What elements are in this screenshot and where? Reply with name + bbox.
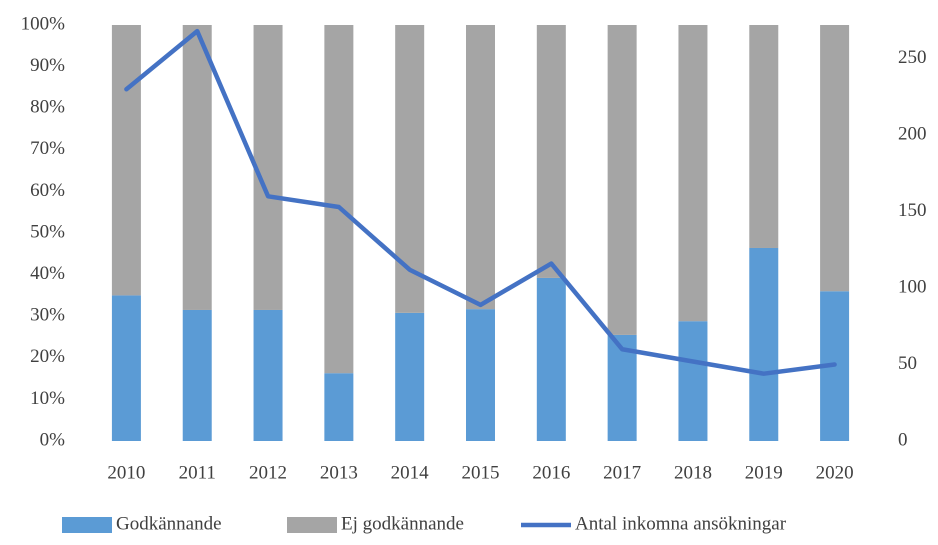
legend-label: Ej godkännande bbox=[341, 513, 464, 534]
legend-label: Antal inkomna ansökningar bbox=[575, 513, 787, 534]
bar bbox=[536, 277, 566, 441]
y-tick-label: 40% bbox=[30, 263, 65, 284]
bar bbox=[324, 25, 354, 374]
bar bbox=[253, 25, 283, 310]
y2-tick-label: 100 bbox=[898, 276, 927, 297]
y-tick-label: 20% bbox=[30, 346, 65, 367]
bar bbox=[466, 25, 495, 310]
x-tick-label: 2016 bbox=[532, 462, 570, 483]
bar bbox=[324, 373, 354, 441]
bar bbox=[253, 309, 283, 441]
legend-swatch bbox=[62, 517, 112, 533]
bar bbox=[678, 25, 708, 322]
bar bbox=[111, 295, 141, 441]
x-tick-label: 2020 bbox=[816, 462, 854, 483]
legend-label: Godkännande bbox=[116, 513, 222, 534]
bar bbox=[182, 309, 212, 441]
bar bbox=[182, 25, 212, 310]
bar bbox=[749, 25, 779, 248]
y-tick-label: 30% bbox=[30, 305, 65, 326]
x-tick-label: 2018 bbox=[674, 462, 712, 483]
x-tick-label: 2010 bbox=[107, 462, 145, 483]
y-tick-label: 10% bbox=[30, 388, 65, 409]
bar bbox=[749, 247, 779, 441]
bar bbox=[536, 25, 566, 278]
bar bbox=[466, 309, 495, 441]
y2-tick-label: 0 bbox=[898, 429, 908, 450]
bar bbox=[678, 321, 708, 441]
y-tick-label: 0% bbox=[40, 429, 66, 450]
bar bbox=[395, 312, 425, 441]
x-tick-label: 2011 bbox=[179, 462, 216, 483]
x-tick-label: 2012 bbox=[249, 462, 287, 483]
y-tick-label: 70% bbox=[30, 138, 65, 159]
x-tick-label: 2013 bbox=[320, 462, 358, 483]
y2-tick-label: 250 bbox=[898, 47, 927, 68]
bar bbox=[820, 25, 850, 292]
x-tick-label: 2014 bbox=[391, 462, 430, 483]
line bbox=[124, 28, 837, 376]
y2-tick-label: 50 bbox=[898, 353, 917, 374]
bar bbox=[111, 25, 141, 296]
y-tick-label: 90% bbox=[30, 55, 65, 76]
y2-tick-label: 150 bbox=[898, 200, 927, 221]
x-tick-label: 2017 bbox=[603, 462, 641, 483]
bar bbox=[607, 25, 637, 335]
legend-swatch bbox=[287, 517, 337, 533]
x-tick-label: 2019 bbox=[745, 462, 783, 483]
x-tick-label: 2015 bbox=[462, 462, 500, 483]
y-tick-label: 50% bbox=[30, 221, 65, 242]
y-tick-label: 100% bbox=[21, 13, 66, 34]
bar bbox=[395, 25, 425, 313]
y2-tick-label: 200 bbox=[898, 123, 927, 144]
y-tick-label: 80% bbox=[30, 97, 65, 118]
y-tick-label: 60% bbox=[30, 180, 65, 201]
